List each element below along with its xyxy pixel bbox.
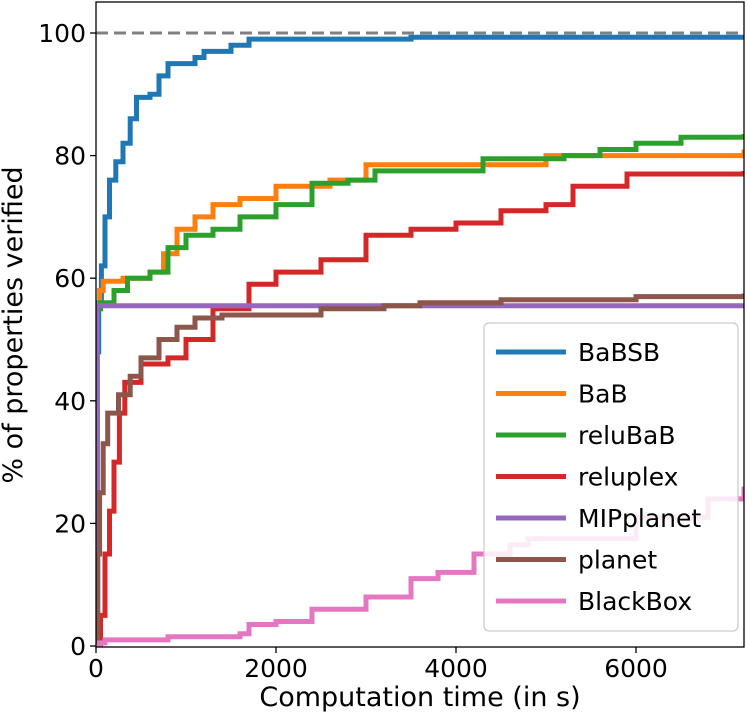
legend-label-babsb: BaBSB — [578, 338, 660, 367]
legend-label-bab: BaB — [578, 380, 628, 409]
legend-label-reluplex: reluplex — [578, 463, 678, 492]
x-tick-label: 2000 — [244, 654, 308, 683]
y-tick-label: 40 — [54, 387, 86, 416]
y-tick-label: 80 — [54, 142, 86, 171]
series-line-bab — [96, 149, 744, 647]
legend: BaBSB BaB reluBaB reluplex MIPplanet planet Bl… — [483, 322, 739, 632]
x-axis-label: Computation time (in s) — [259, 682, 580, 713]
series-line-planet — [96, 293, 744, 647]
y-axis-label: % of properties verified — [0, 166, 29, 483]
series-line-reluplex — [96, 170, 744, 647]
y-tick-label: 0 — [70, 632, 86, 661]
x-tick-label: 4000 — [424, 654, 488, 683]
legend-label-planet: planet — [578, 546, 657, 575]
series-line-relubab — [96, 134, 744, 647]
y-tick-label: 100 — [38, 19, 86, 48]
y-tick-label: 20 — [54, 509, 86, 538]
plot-area — [96, 31, 744, 647]
x-tick-label: 0 — [88, 654, 104, 683]
plot-frame — [95, 1, 745, 648]
axes: 0 2000 4000 6000 0 20 40 60 80 100 — [38, 19, 668, 683]
legend-label-mipplanet: MIPplanet — [578, 504, 701, 533]
y-tick-label: 60 — [54, 264, 86, 293]
series-line-babsb — [96, 34, 744, 647]
legend-label-blackbox: BlackBox — [578, 587, 692, 616]
x-tick-label: 6000 — [604, 654, 668, 683]
legend-label-relubab: reluBaB — [578, 421, 676, 450]
legend-frame — [483, 322, 739, 632]
